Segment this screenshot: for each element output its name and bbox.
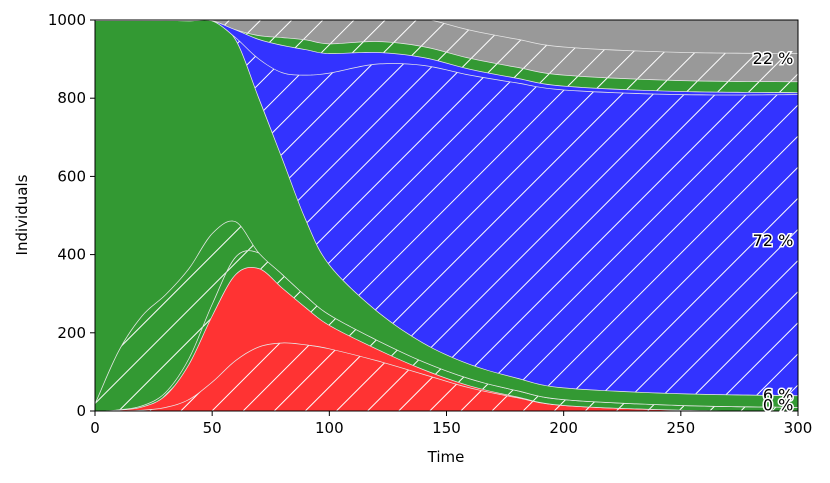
axis-ticks: 0 50 100 150 200 250 300 0 200 400 600 800 1000 bbox=[48, 11, 813, 437]
y-tick-label: 1000 bbox=[48, 11, 86, 29]
annotations: 22 % 72 % 6 %0 % bbox=[751, 48, 795, 416]
y-tick-label: 400 bbox=[57, 246, 86, 264]
percent-annotation: 6 % bbox=[763, 385, 793, 404]
percent-annotation: 0 % bbox=[763, 396, 793, 415]
x-tick-label: 50 bbox=[203, 419, 222, 437]
y-tick-label: 600 bbox=[57, 167, 86, 185]
y-tick-label: 800 bbox=[57, 89, 86, 107]
percent-annotation: 72 % bbox=[753, 231, 794, 250]
area-series-6 bbox=[95, 20, 798, 396]
x-tick-label: 300 bbox=[784, 419, 813, 437]
percent-annotation: 22 % bbox=[753, 49, 794, 68]
x-tick-label: 0 bbox=[90, 419, 100, 437]
area-series-10 bbox=[95, 20, 798, 54]
y-axis-label: Individuals bbox=[13, 174, 31, 255]
y-tick-label: 200 bbox=[57, 324, 86, 342]
stacked-areas bbox=[95, 20, 798, 411]
x-tick-label: 250 bbox=[667, 419, 696, 437]
x-tick-label: 100 bbox=[315, 419, 344, 437]
y-tick-label: 0 bbox=[76, 402, 86, 420]
x-tick-label: 150 bbox=[432, 419, 461, 437]
x-tick-label: 200 bbox=[549, 419, 578, 437]
x-axis-label: Time bbox=[427, 448, 465, 466]
